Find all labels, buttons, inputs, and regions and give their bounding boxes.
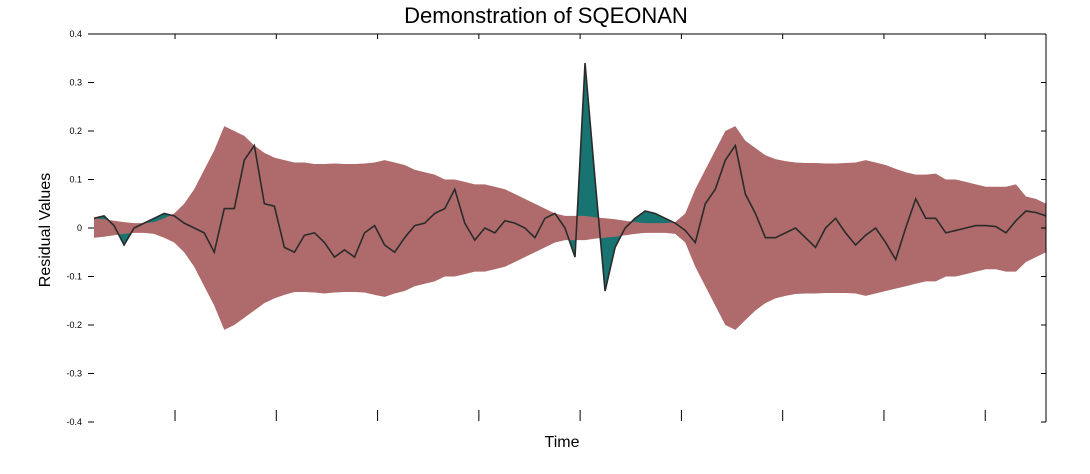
y-axis-label: Residual Values (37, 173, 54, 287)
y-tick-label: -0.1 (66, 272, 82, 282)
y-axis: 0.4 0.3 0.2 0.1 0 -0.1 -0.2 -0.3 -0.4 (66, 29, 1046, 427)
y-tick-label: 0.2 (69, 126, 82, 136)
x-axis (174, 34, 986, 421)
y-tick-label: 0 (77, 223, 82, 233)
confidence-band (94, 126, 1046, 330)
y-tick-label: -0.3 (66, 369, 82, 379)
y-tick-label: 0.1 (69, 175, 82, 185)
y-tick-label: 0.4 (69, 29, 82, 39)
plot-area (93, 33, 1047, 422)
residual-line (93, 63, 1047, 292)
y-tick-label: 0.3 (69, 78, 82, 88)
y-tick-label: -0.4 (66, 417, 82, 427)
y-tick-label: -0.2 (66, 320, 82, 330)
x-axis-label: Time (545, 434, 580, 451)
chart-title: Demonstration of SQEONAN (404, 3, 688, 28)
